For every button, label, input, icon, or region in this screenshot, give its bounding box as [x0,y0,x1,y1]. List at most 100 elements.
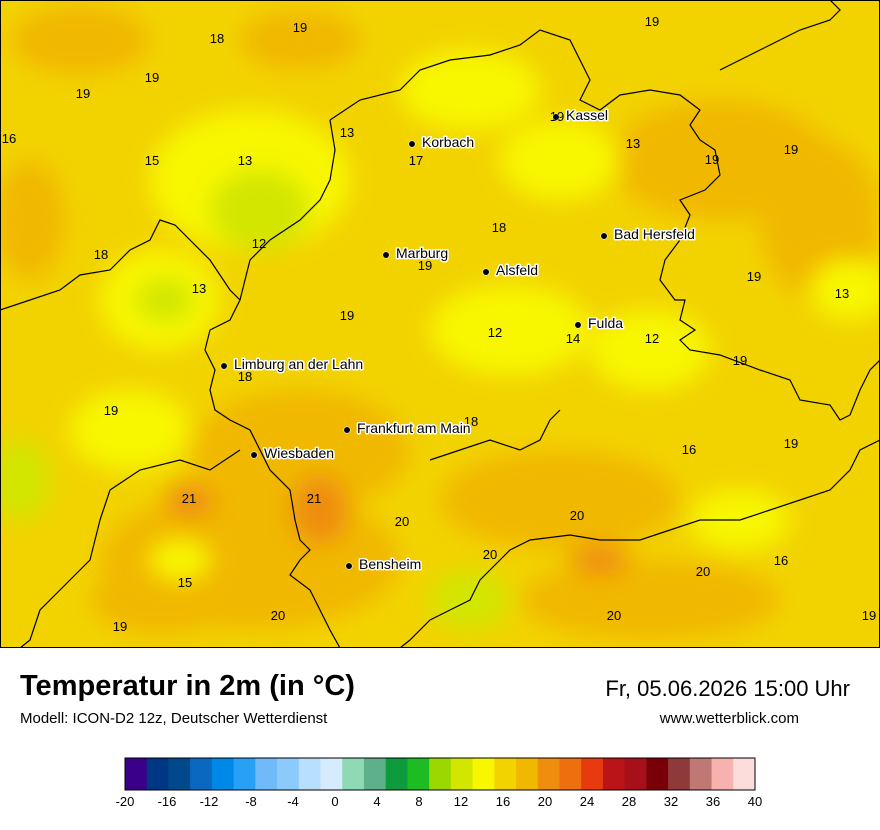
temp-label: 19 [418,258,432,273]
city-marker [250,451,258,459]
temperature-map: 19 18 19 19 16 13 15 13 17 19 13 19 19 1… [0,0,880,648]
city-marker [345,562,353,570]
city-marker [220,362,228,370]
city-label-bensheim: Bensheim [359,556,421,572]
temp-label: 19 [104,403,118,418]
temp-label: 19 [784,142,798,157]
legend-tick-label: 4 [373,794,380,809]
city-label-marburg: Marburg [396,245,448,261]
legend-tick-label: -16 [158,794,177,809]
legend-swatch [125,758,148,790]
color-legend: -20 -16 -12 -8 -4 0 4 8 12 16 20 24 28 32 36 40 [116,757,763,809]
temp-label: 21 [182,491,196,506]
legend-swatch [646,758,669,790]
legend-swatch [168,758,191,790]
legend-swatch [559,758,582,790]
city-marker [600,232,608,240]
legend-swatch [733,758,756,790]
city-marker [552,113,560,121]
temp-label: 18 [210,31,224,46]
legend-tick-label: 24 [580,794,594,809]
temp-label: 17 [409,153,423,168]
legend-swatch [537,758,560,790]
temp-label: 18 [94,247,108,262]
legend-swatch [516,758,539,790]
temp-label: 12 [488,325,502,340]
temp-label: 18 [238,369,252,384]
temp-label: 13 [238,153,252,168]
temp-label: 19 [76,86,90,101]
legend-ticks: -20 -16 -12 -8 -4 0 4 8 12 16 20 24 28 32 36 40 [116,794,763,809]
city-label-wiesbaden: Wiesbaden [264,445,334,461]
city-marker [343,426,351,434]
lower-saxony-border [719,0,841,71]
legend-tick-label: 8 [415,794,422,809]
city-label-kassel: Kassel [566,107,608,123]
legend-tick-label: 20 [538,794,552,809]
legend-swatch [602,758,626,790]
state-borders [0,0,880,648]
city-label-frankfurt: Frankfurt am Main [357,420,471,436]
temp-label: 12 [645,331,659,346]
temp-label: 19 [113,619,127,634]
city-marker [574,321,582,329]
legend-swatch [472,758,495,790]
temp-label: 19 [145,70,159,85]
legend-swatch [494,758,517,790]
website-link[interactable]: www.wetterblick.com [659,710,799,727]
cities: Kassel Korbach Bad Hersfeld Marburg Alsf… [220,106,696,574]
city-marker [482,268,490,276]
thuringia-border [429,409,561,461]
temp-label: 20 [271,608,285,623]
legend-swatch [363,758,387,790]
legend-swatch [624,758,647,790]
legend-swatch [320,758,343,790]
city-marker [382,251,390,259]
temperature-field [0,5,880,640]
city-marker [408,140,416,148]
city-label-limburg: Limburg an der Lahn [234,356,363,372]
map-title: Temperatur in 2m (in °C) [20,670,355,702]
legend-swatch [689,758,713,790]
rlp-border [0,219,241,311]
temp-label: 20 [696,564,710,579]
temp-label: 20 [483,547,497,562]
legend-tick-label: -8 [245,794,257,809]
temp-label: 19 [645,14,659,29]
forecast-datetime: Fr, 05.06.2026 15:00 Uhr [605,676,850,701]
temp-label: 20 [395,514,409,529]
temp-label: 19 [784,436,798,451]
legend-swatch [450,758,474,790]
temp-label: 15 [178,575,192,590]
temp-label: 19 [340,308,354,323]
city-label-alsfeld: Alsfeld [496,262,538,278]
temp-label: 21 [307,491,321,506]
temp-label: 16 [2,131,16,146]
temp-label: 13 [192,281,206,296]
legend-swatches [124,757,756,791]
temp-label: 13 [340,125,354,140]
legend-swatch [668,758,691,790]
temp-label: 19 [747,269,761,284]
legend-tick-label: 0 [331,794,338,809]
temp-label: 14 [566,331,580,346]
legend-swatch [581,758,604,790]
hesse-south-border [399,439,880,648]
city-label-korbach: Korbach [422,134,474,150]
temp-label: 19 [293,20,307,35]
temp-label: 13 [835,286,849,301]
temp-label: 13 [626,136,640,151]
legend-tick-label: 12 [454,794,468,809]
legend-swatch [407,758,430,790]
legend-swatch [429,758,452,790]
city-label-fulda: Fulda [588,315,623,331]
legend-tick-label: -4 [287,794,299,809]
temp-label: 20 [607,608,621,623]
legend-swatch [298,758,322,790]
temp-label: 18 [492,220,506,235]
legend-tick-label: 16 [496,794,510,809]
legend-swatch [146,758,169,790]
legend-tick-label: -12 [200,794,219,809]
legend-swatch [277,758,300,790]
temp-label: 18 [464,414,478,429]
